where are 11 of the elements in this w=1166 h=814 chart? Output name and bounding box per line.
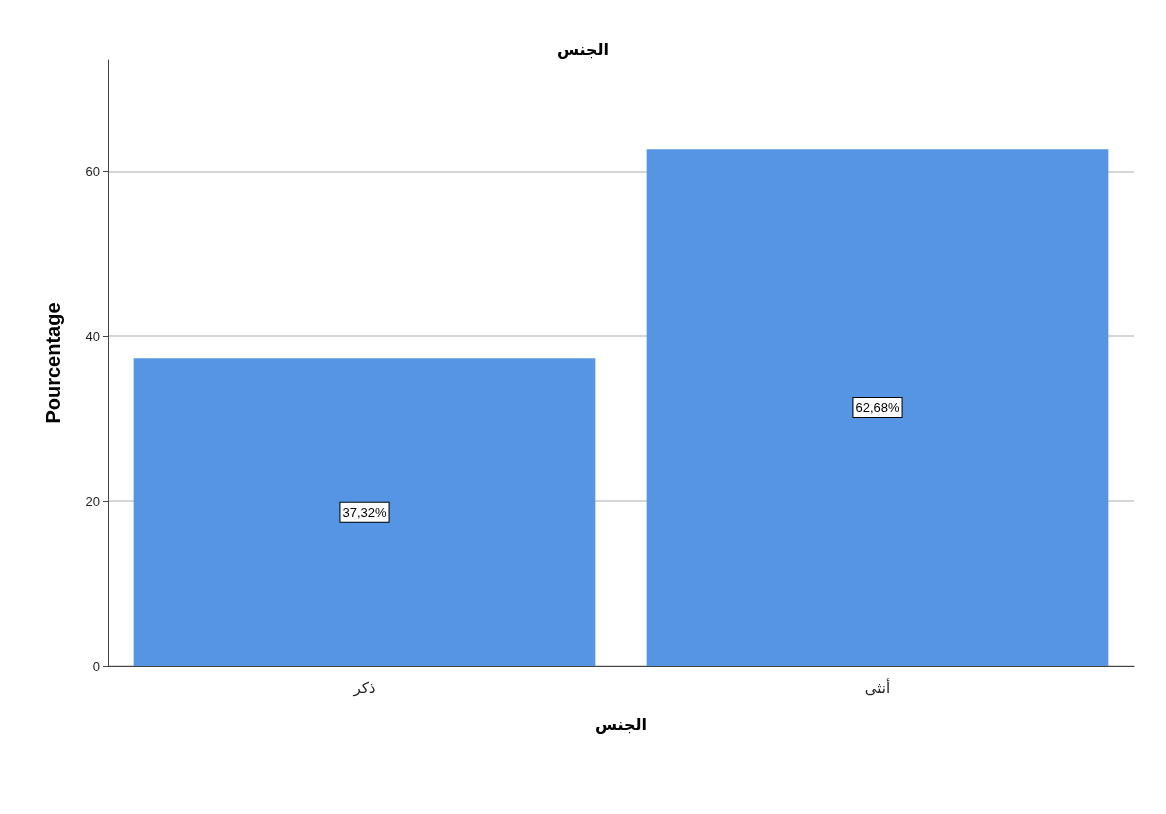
chart-title: الجنس bbox=[556, 39, 610, 59]
y-tick-label: 60 bbox=[85, 163, 100, 179]
y-tick-label: 20 bbox=[85, 493, 100, 509]
x-tick-label: ذكر bbox=[352, 678, 376, 697]
x-tick-label: أنثى bbox=[864, 677, 891, 697]
data-label: 37,32% bbox=[342, 504, 387, 520]
x-axis-title: الجنس bbox=[594, 714, 648, 734]
data-label: 62,68% bbox=[855, 400, 900, 416]
y-tick-label: 40 bbox=[85, 328, 100, 344]
y-axis-title: Pourcentage bbox=[42, 302, 64, 424]
y-tick-label: 0 bbox=[92, 658, 100, 674]
